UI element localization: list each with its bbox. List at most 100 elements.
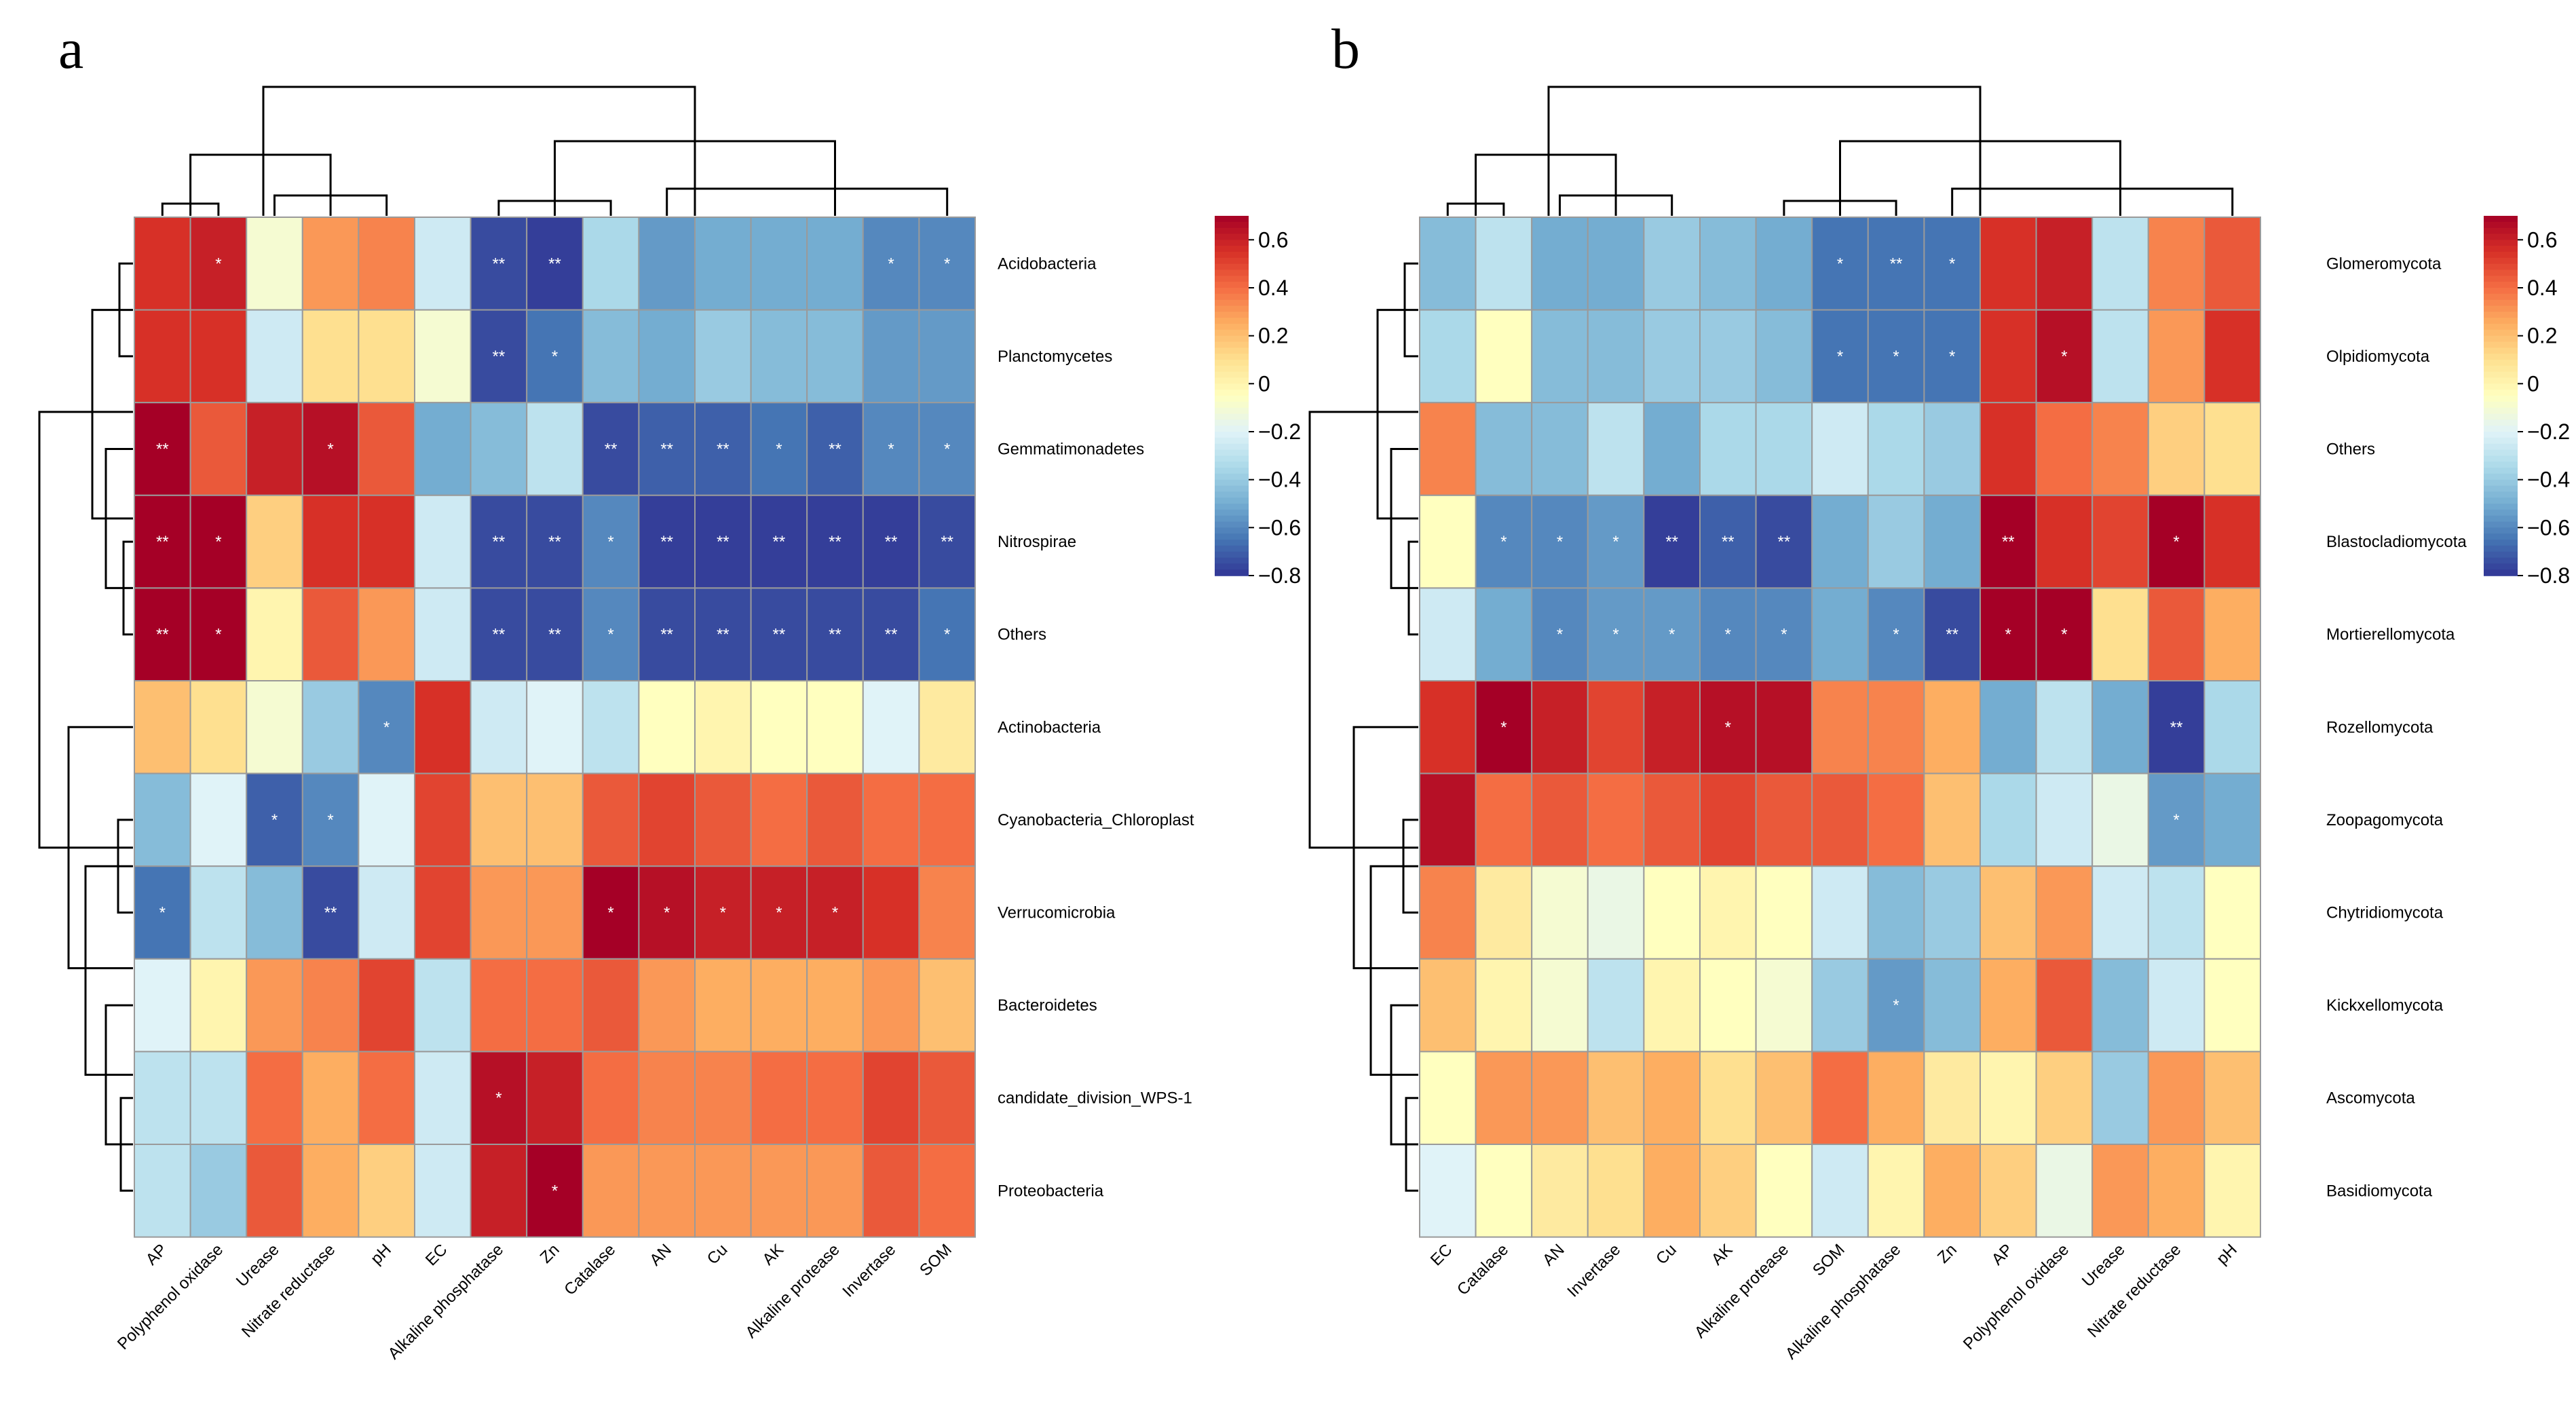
heatmap-cell-candidate-division-wps-1-zn — [526, 1051, 584, 1146]
heatmap-cell-others-alkaline-phosphatase — [1867, 402, 1925, 496]
heatmap-cell-glomeromycota-ec — [1419, 217, 1477, 311]
column-label-alkaline-protease: Alkaline protease — [742, 1241, 843, 1342]
dendrogram-branch — [262, 86, 696, 216]
heatmap-cell-actinobacteria-nitrate-reductase — [301, 680, 360, 774]
legend-gradient-step — [2484, 491, 2518, 498]
heatmap-cell-gemmatimonadetes-polyphenol-oxidase — [189, 402, 248, 496]
heatmap-cell-rozellomycota-som — [1811, 680, 1869, 774]
significance-marker: ** — [156, 533, 169, 551]
column-label-cu: Cu — [704, 1241, 732, 1269]
heatmap-cell-planctomycetes-ec — [414, 309, 472, 404]
row-label-candidate-division-wps-1: candidate_division_WPS-1 — [998, 1089, 1192, 1108]
significance-marker: * — [327, 811, 333, 829]
row-label-kickxellomycota: Kickxellomycota — [2326, 996, 2444, 1015]
legend-gradient-step — [2484, 437, 2518, 445]
heatmap-cell-others-polyphenol-oxidase — [2035, 402, 2094, 496]
significance-marker: ** — [156, 440, 169, 459]
significance-marker: ** — [829, 626, 841, 644]
significance-marker: ** — [885, 533, 898, 551]
row-label-actinobacteria: Actinobacteria — [998, 718, 1101, 736]
significance-marker: ** — [493, 348, 506, 366]
row-label-mortierellomycota: Mortierellomycota — [2326, 626, 2455, 644]
significance-marker: ** — [324, 904, 337, 922]
heatmap-cell-others-urease — [246, 587, 303, 682]
significance-marker: ** — [773, 626, 786, 644]
heatmap-cell-nitrospirae-zn — [526, 494, 584, 589]
dendrogram-branch — [1951, 187, 2234, 216]
heatmap-cell-acidobacteria-catalase — [582, 217, 640, 311]
legend-gradient-step — [1215, 509, 1249, 517]
row-dendrogram-a — [38, 262, 133, 1192]
heatmap-cell-nitrospirae-ak — [750, 494, 808, 589]
column-label-urease: Urease — [2079, 1241, 2129, 1291]
legend-gradient-step — [2484, 390, 2518, 396]
legend-tick-label: −0.2 — [1258, 419, 1301, 444]
heatmap-cell-rozellomycota-alkaline-phosphatase — [1867, 680, 1925, 774]
heatmap-cell-chytridiomycota-zn — [1923, 865, 1981, 960]
legend-tick-label: 0.2 — [2527, 324, 2557, 348]
heatmap-cell-bacteroidetes-zn — [526, 958, 584, 1053]
significance-marker: * — [1500, 718, 1507, 736]
significance-marker: * — [2061, 626, 2067, 644]
legend-gradient-step — [1215, 443, 1249, 451]
heatmap-cell-olpidiomycota-polyphenol-oxidase — [2035, 309, 2094, 404]
heatmap-cell-ascomycota-alkaline-protease — [1755, 1051, 1813, 1146]
legend-gradient-step — [1215, 390, 1249, 396]
heatmap-cell-rozellomycota-ap — [1980, 680, 2037, 774]
row-label-glomeromycota: Glomeromycota — [2326, 255, 2442, 273]
heatmap-cell-candidate-division-wps-1-ec — [414, 1051, 472, 1146]
heatmap-cell-verrucomicrobia-ec — [414, 865, 472, 960]
heatmap-cell-glomeromycota-alkaline-phosphatase — [1867, 217, 1925, 311]
legend-gradient-step — [2484, 246, 2518, 252]
heatmap-cell-zoopagomycota-nitrate-reductase — [2147, 772, 2205, 867]
heatmap-cell-proteobacteria-alkaline-phosphatase — [470, 1144, 528, 1238]
heatmap-cell-nitrospirae-nitrate-reductase — [301, 494, 360, 589]
legend-gradient-step — [2484, 509, 2518, 517]
significance-marker: * — [159, 904, 166, 922]
legend-gradient-step — [1215, 498, 1249, 504]
legend-gradient-step — [2484, 252, 2518, 259]
heatmap-cell-blastocladiomycota-som — [1811, 494, 1869, 589]
legend-gradient-step — [1215, 246, 1249, 252]
heatmap-cell-kickxellomycota-som — [1811, 958, 1869, 1053]
heatmap-cell-bacteroidetes-nitrate-reductase — [301, 958, 360, 1053]
dendrogram-branch — [189, 153, 332, 216]
heatmap-cell-proteobacteria-ap — [134, 1144, 191, 1238]
column-label-ec: EC — [1427, 1241, 1456, 1270]
heatmap-cells-a: * ** ** * *** *** * ** ** ** * ** * *** * ** ** * ** ** ** **… — [134, 217, 977, 1238]
legend-gradient-step — [1215, 437, 1249, 445]
heatmap-cell-planctomycetes-som — [918, 309, 977, 404]
significance-marker: ** — [548, 255, 561, 273]
heatmap-cell-acidobacteria-nitrate-reductase — [301, 217, 360, 311]
heatmap-cell-kickxellomycota-ec — [1419, 958, 1477, 1053]
heatmap-cell-actinobacteria-zn — [526, 680, 584, 774]
heatmap-cell-ascomycota-ec — [1419, 1051, 1477, 1146]
heatmap-cell-verrucomicrobia-cu — [694, 865, 752, 960]
legend-gradient-step — [2484, 312, 2518, 318]
legend-gradient-step — [1215, 257, 1249, 265]
heatmap-cell-verrucomicrobia-ph — [358, 865, 416, 960]
legend-gradient-step — [2484, 293, 2518, 301]
heatmap-cell-cyanobacteria-chloroplast-ph — [358, 772, 416, 867]
panel-label-a: a — [58, 18, 83, 81]
legend-gradient-step — [1215, 407, 1249, 415]
significance-marker: ** — [829, 533, 841, 551]
heatmap-cell-others-nitrate-reductase — [2147, 402, 2205, 496]
heatmap-cell-proteobacteria-ak — [750, 1144, 808, 1238]
heatmap-cell-others-alkaline-protease — [806, 587, 864, 682]
column-label-ak: AK — [759, 1241, 787, 1269]
legend-gradient-step — [1215, 563, 1249, 570]
heatmap-cell-chytridiomycota-catalase — [1475, 865, 1533, 960]
legend-tick-label: 0 — [1258, 371, 1270, 396]
heatmap-cell-basidiomycota-ec — [1419, 1144, 1477, 1238]
heatmap-cell-basidiomycota-som — [1811, 1144, 1869, 1238]
heatmap-cell-ascomycota-polyphenol-oxidase — [2035, 1051, 2094, 1146]
legend-gradient-step — [1215, 354, 1249, 360]
legend-tick-label: −0.6 — [1258, 515, 1301, 540]
heatmap-cell-planctomycetes-ph — [358, 309, 416, 404]
row-label-cyanobacteria-chloroplast: Cyanobacteria_Chloroplast — [998, 811, 1194, 829]
heatmap-cell-bacteroidetes-alkaline-protease — [806, 958, 864, 1053]
legend-gradient-step — [2484, 324, 2518, 331]
heatmap-cell-mortierellomycota-nitrate-reductase — [2147, 587, 2205, 682]
heatmap-cell-gemmatimonadetes-urease — [246, 402, 303, 496]
